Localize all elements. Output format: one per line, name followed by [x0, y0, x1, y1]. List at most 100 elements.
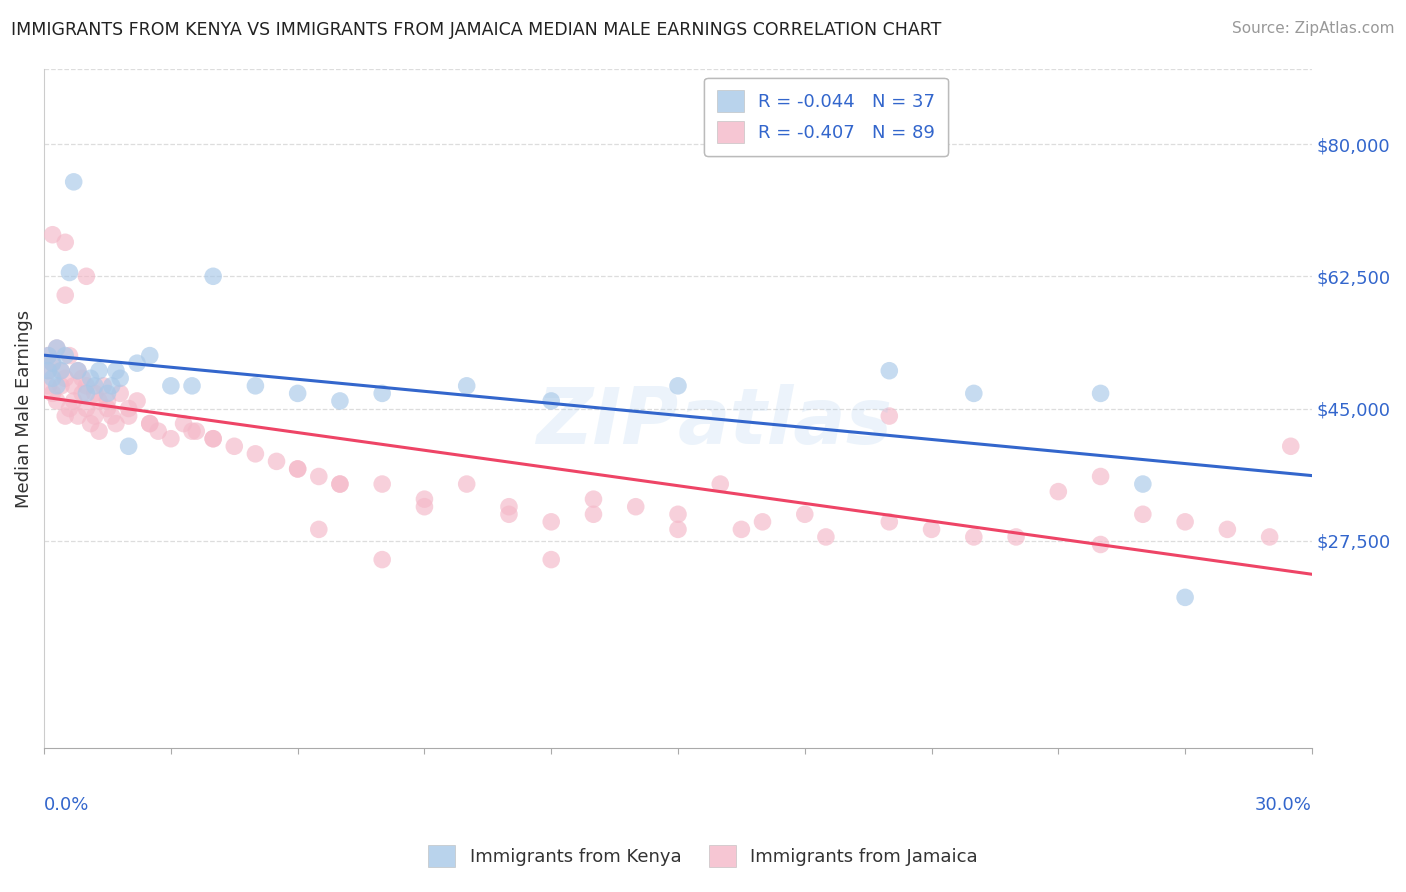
Point [96, 386, 118, 401]
Point [814, 530, 837, 544]
Point [666, 508, 689, 522]
Point [117, 439, 139, 453]
Point [96, 393, 118, 408]
Point [1279, 439, 1302, 453]
Point [49, 364, 72, 378]
Text: ZIP: ZIP [536, 384, 678, 460]
Point [49, 379, 72, 393]
Point [793, 508, 815, 522]
Point [45, 341, 67, 355]
Point [37, 364, 59, 378]
Point [413, 492, 436, 507]
Point [921, 522, 943, 536]
Text: atlas: atlas [678, 384, 893, 460]
Point [582, 492, 605, 507]
Point [37, 379, 59, 393]
Point [498, 500, 520, 514]
Text: Source: ZipAtlas.com: Source: ZipAtlas.com [1232, 21, 1395, 36]
Point [41, 356, 63, 370]
Point [37, 349, 59, 363]
Point [1047, 484, 1070, 499]
Point [1005, 530, 1028, 544]
Point [139, 349, 162, 363]
Legend: Immigrants from Kenya, Immigrants from Jamaica: Immigrants from Kenya, Immigrants from J… [420, 838, 986, 874]
Point [45, 379, 67, 393]
Point [37, 364, 59, 378]
Point [117, 409, 139, 423]
Point [181, 379, 204, 393]
Point [117, 401, 139, 416]
Point [108, 386, 131, 401]
Point [139, 417, 162, 431]
Point [1090, 469, 1112, 483]
Point [160, 432, 183, 446]
Point [70, 386, 93, 401]
Point [75, 401, 97, 416]
Point [751, 515, 773, 529]
Point [963, 530, 986, 544]
Point [70, 371, 93, 385]
Point [41, 356, 63, 370]
Point [45, 393, 67, 408]
Point [329, 393, 352, 408]
Point [37, 349, 59, 363]
Point [371, 386, 394, 401]
Point [104, 364, 127, 378]
Point [100, 409, 122, 423]
Point [540, 515, 562, 529]
Point [160, 379, 183, 393]
Point [879, 515, 901, 529]
Point [582, 508, 605, 522]
Point [66, 409, 89, 423]
Point [75, 379, 97, 393]
Point [266, 454, 288, 468]
Point [108, 371, 131, 385]
Point [1090, 386, 1112, 401]
Point [730, 522, 752, 536]
Point [75, 386, 97, 401]
Point [202, 432, 225, 446]
Point [58, 349, 80, 363]
Point [1174, 591, 1197, 605]
Point [371, 477, 394, 491]
Point [498, 508, 520, 522]
Point [1174, 515, 1197, 529]
Point [75, 269, 97, 284]
Point [202, 432, 225, 446]
Point [308, 522, 330, 536]
Point [87, 424, 110, 438]
Point [1132, 508, 1154, 522]
Point [87, 364, 110, 378]
Point [308, 469, 330, 483]
Point [125, 393, 148, 408]
Point [53, 288, 76, 302]
Point [624, 500, 647, 514]
Point [62, 175, 84, 189]
Point [456, 379, 478, 393]
Point [83, 379, 105, 393]
Point [49, 364, 72, 378]
Point [1132, 477, 1154, 491]
Point [58, 401, 80, 416]
Point [66, 364, 89, 378]
Point [83, 386, 105, 401]
Point [53, 409, 76, 423]
Point [1258, 530, 1281, 544]
Point [62, 393, 84, 408]
Point [1216, 522, 1239, 536]
Point [41, 371, 63, 385]
Point [53, 235, 76, 250]
Point [100, 379, 122, 393]
Point [329, 477, 352, 491]
Point [540, 393, 562, 408]
Point [83, 409, 105, 423]
Point [62, 379, 84, 393]
Point [41, 386, 63, 401]
Point [245, 379, 267, 393]
Point [53, 371, 76, 385]
Point [45, 341, 67, 355]
Point [879, 364, 901, 378]
Point [413, 500, 436, 514]
Point [148, 424, 170, 438]
Point [202, 269, 225, 284]
